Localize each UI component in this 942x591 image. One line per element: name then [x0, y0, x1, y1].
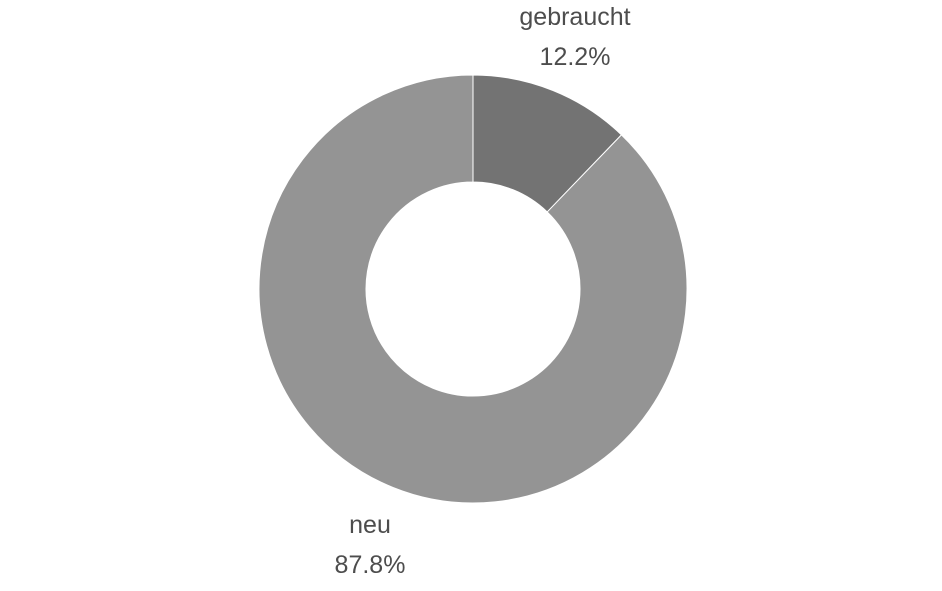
slice-group	[258, 74, 688, 504]
slice-percent-gebraucht: 12.2%	[540, 43, 611, 71]
slice-label-neu: neu	[349, 511, 391, 539]
slice-label-gebraucht: gebraucht	[519, 3, 630, 31]
slice-percent-neu: 87.8%	[335, 551, 406, 579]
slice-neu	[258, 74, 688, 504]
label-group: gebraucht 12.2% neu 87.8%	[335, 3, 631, 579]
